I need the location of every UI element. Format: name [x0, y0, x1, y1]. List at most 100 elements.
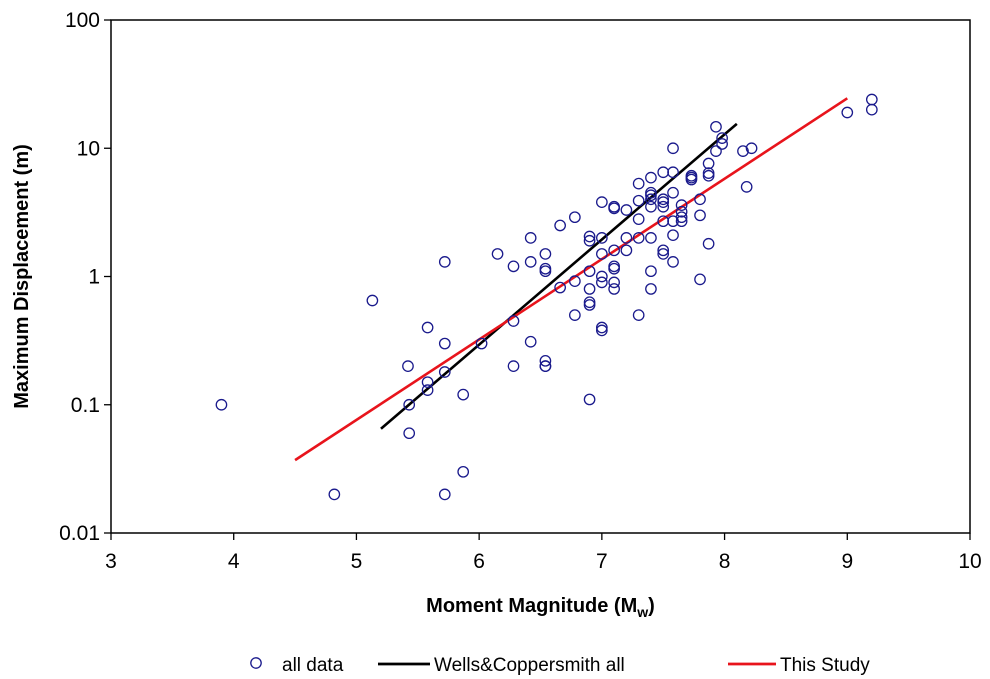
data-point — [421, 376, 434, 389]
x-axis-title-subscript: w — [636, 604, 648, 620]
data-points — [215, 93, 878, 501]
data-point — [694, 193, 706, 206]
x-tick-label: 5 — [351, 550, 363, 573]
data-point — [583, 296, 596, 309]
data-point — [740, 181, 753, 193]
data-point — [632, 194, 645, 207]
y-axis-title-group: Maximum Displacement (m) — [11, 144, 33, 409]
y-tick-label: 1 — [88, 266, 100, 289]
data-point — [507, 360, 520, 372]
y-tick-label: 10 — [77, 137, 100, 160]
data-point — [645, 232, 657, 244]
data-point — [554, 219, 566, 232]
x-tick-label: 3 — [105, 550, 117, 573]
data-point — [507, 260, 520, 273]
data-point — [608, 262, 620, 275]
fit-line — [380, 122, 738, 430]
y-axis-title: Maximum Displacement (m) — [11, 144, 33, 409]
x-tick-label: 8 — [719, 550, 731, 573]
data-point — [841, 106, 854, 119]
data-point — [608, 276, 620, 289]
data-point — [865, 93, 878, 106]
data-point — [645, 193, 657, 206]
data-point — [645, 283, 657, 295]
data-point — [657, 200, 670, 213]
data-point — [539, 360, 552, 372]
data-point — [491, 248, 504, 260]
legend-label: all data — [282, 655, 344, 676]
data-point — [710, 120, 722, 133]
data-point — [667, 256, 679, 268]
data-point — [667, 186, 679, 199]
data-point — [667, 142, 679, 155]
data-point — [608, 260, 620, 273]
data-point — [569, 275, 581, 287]
data-point — [620, 244, 633, 257]
data-point — [632, 309, 645, 321]
x-axis-title-main: Moment Magnitude (M — [426, 595, 637, 617]
data-point — [667, 229, 679, 242]
data-point — [685, 173, 698, 186]
data-point — [583, 299, 596, 311]
data-point — [596, 196, 608, 208]
data-point — [716, 132, 728, 144]
data-point — [657, 193, 670, 206]
data-point — [632, 213, 645, 226]
data-point — [438, 256, 451, 268]
data-point — [524, 256, 537, 268]
legend-label: This Study — [780, 655, 870, 676]
data-point — [667, 166, 679, 179]
x-tick-label: 6 — [473, 550, 485, 573]
data-point — [596, 276, 608, 289]
data-point — [539, 262, 552, 275]
data-point — [657, 166, 670, 179]
data-point — [608, 283, 620, 295]
data-point — [569, 309, 581, 321]
data-point — [215, 398, 228, 411]
data-point — [524, 232, 537, 244]
data-point — [539, 354, 552, 367]
data-point — [716, 138, 728, 150]
x-tick-label: 9 — [841, 550, 853, 573]
data-point — [675, 211, 688, 224]
data-point — [457, 465, 470, 478]
data-point — [657, 244, 670, 257]
data-point — [694, 273, 706, 286]
axis-ticks: 3 4 5 6 7 8 9 10 0.01 0.1 1 10 100 — [59, 9, 982, 573]
fit-line — [294, 97, 848, 462]
data-point — [583, 234, 596, 247]
data-point — [710, 145, 722, 157]
data-point — [694, 209, 706, 222]
data-point — [403, 427, 416, 440]
data-point — [438, 488, 451, 501]
data-point — [865, 103, 878, 116]
data-point — [421, 384, 434, 396]
data-point — [702, 157, 715, 170]
legend-swatch — [250, 657, 262, 669]
x-tick-label: 4 — [228, 550, 240, 573]
data-point — [702, 169, 715, 182]
data-point — [596, 232, 608, 244]
data-point — [596, 324, 608, 337]
data-point — [403, 398, 416, 411]
data-point — [583, 283, 596, 295]
data-point — [438, 337, 451, 350]
data-point — [632, 177, 645, 190]
x-axis-title: Moment Magnitude (Mw) — [426, 595, 655, 620]
data-point — [608, 244, 620, 257]
data-point — [596, 248, 608, 260]
data-point — [328, 488, 341, 501]
data-point — [608, 202, 620, 215]
data-point — [438, 366, 451, 378]
data-point — [539, 248, 552, 260]
data-point — [657, 196, 670, 208]
data-point — [675, 215, 688, 228]
x-tick-label: 10 — [958, 550, 981, 573]
data-point — [675, 205, 688, 218]
data-point — [632, 232, 645, 244]
data-point — [507, 315, 520, 327]
data-point — [702, 237, 715, 250]
data-point — [657, 248, 670, 260]
data-point — [421, 321, 434, 334]
